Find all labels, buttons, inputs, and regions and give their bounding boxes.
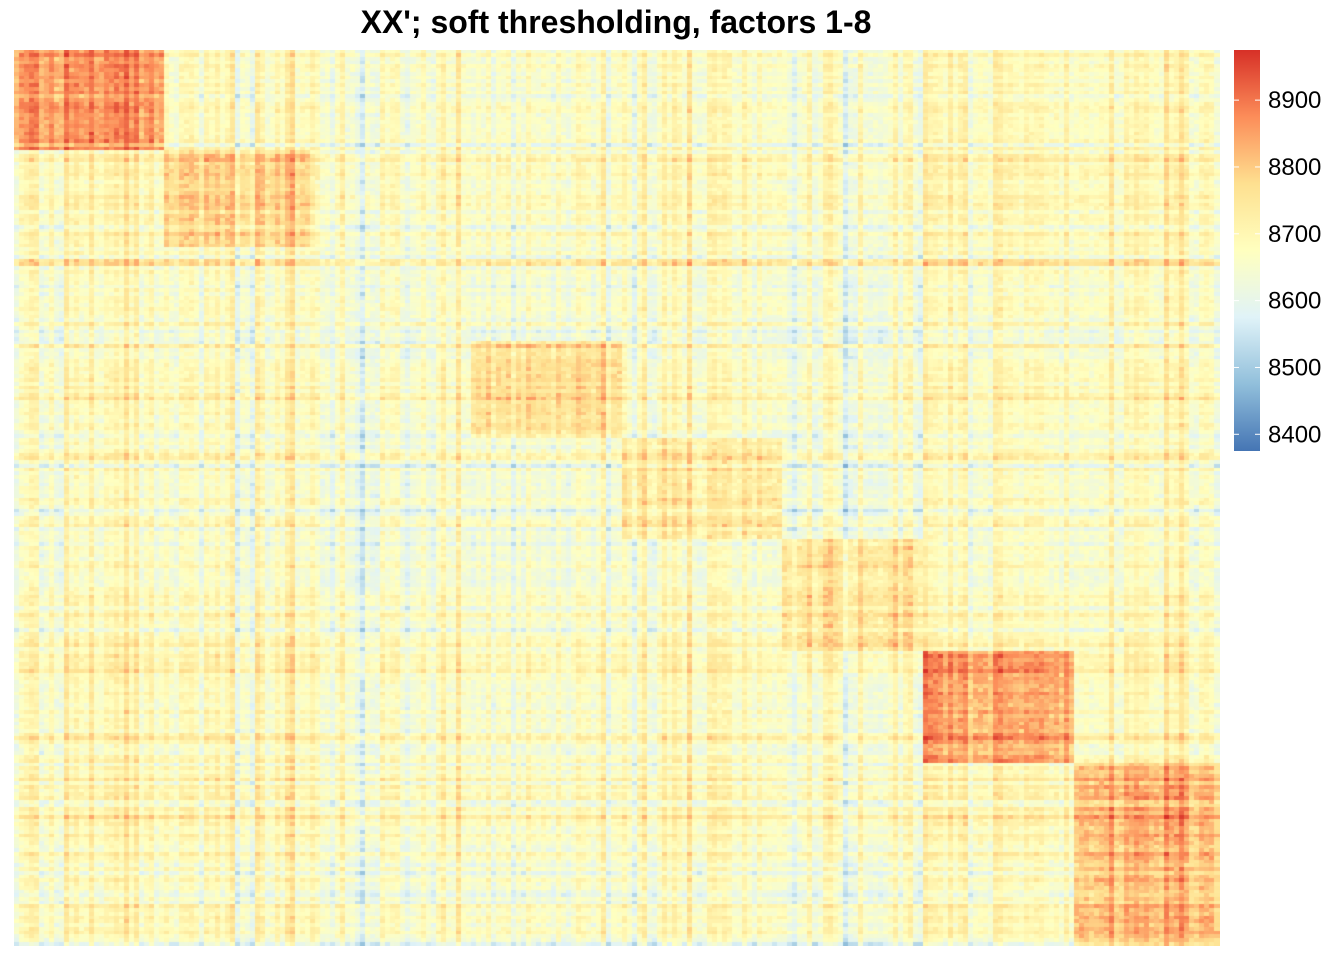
- colorbar-legend: 8400 8500 8600 8700 8800 8900: [1234, 50, 1321, 451]
- heatmap-matrix: [14, 50, 1220, 946]
- chart-title: XX'; soft thresholding, factors 1-8: [360, 4, 872, 40]
- colorbar-tick-label: 8400: [1268, 421, 1321, 448]
- colorbar-tick-label: 8800: [1268, 154, 1321, 181]
- colorbar-ticks: 8400 8500 8600 8700 8800 8900: [1234, 87, 1321, 448]
- colorbar-tick-label: 8600: [1268, 288, 1321, 315]
- colorbar-tick-label: 8900: [1268, 87, 1321, 114]
- colorbar-tick-label: 8700: [1268, 221, 1321, 248]
- colorbar-tick-label: 8500: [1268, 354, 1321, 381]
- colorbar: [1234, 50, 1260, 451]
